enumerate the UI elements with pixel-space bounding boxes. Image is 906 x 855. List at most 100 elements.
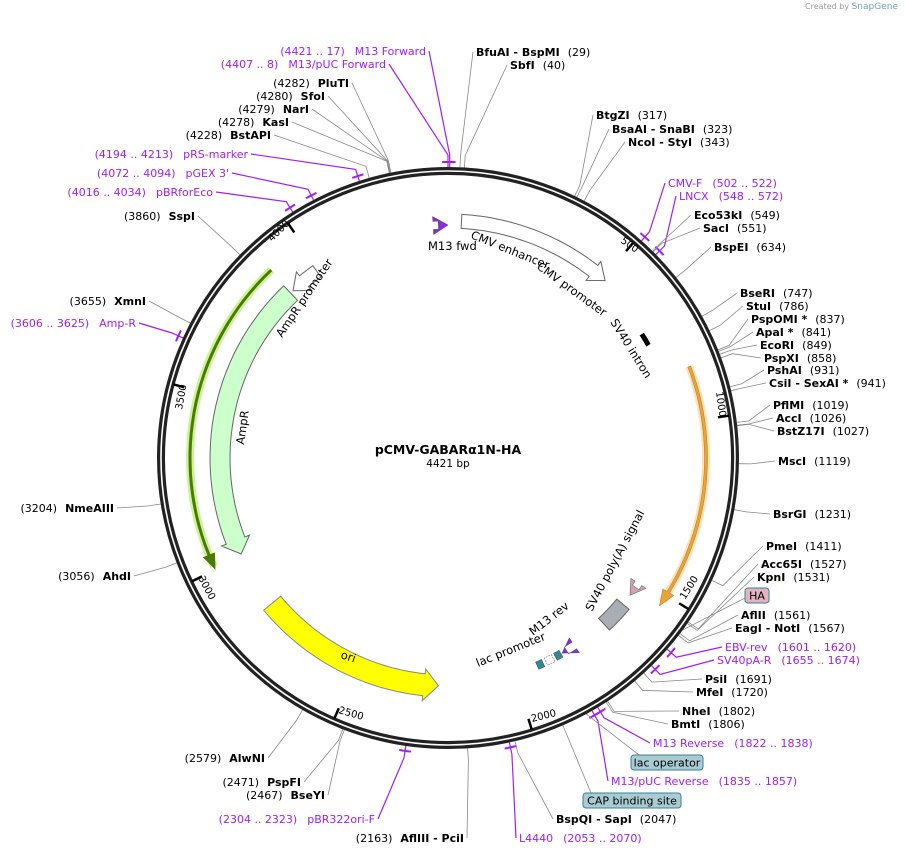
- enzyme-site-label[interactable]: BtgZI (317): [596, 109, 667, 122]
- enzyme-site-label[interactable]: AflII (1561): [741, 609, 810, 622]
- enzyme-site-label[interactable]: PspOMI * (837): [751, 313, 845, 326]
- site-connector: [605, 701, 669, 725]
- enzyme-site-label[interactable]: (3204) NmeAIII: [21, 502, 115, 515]
- enzyme-site-label[interactable]: EagI - NotI (1567): [735, 622, 845, 635]
- enzyme-site-label[interactable]: ApaI * (841): [756, 326, 831, 339]
- feature-tag[interactable]: HA: [744, 587, 770, 604]
- primer-label[interactable]: (4016 .. 4034) pBRforEco: [67, 186, 213, 199]
- feature-tag[interactable]: CAP binding site: [582, 792, 682, 809]
- primer-binding-mark: [666, 647, 676, 658]
- primer-label[interactable]: EBV-rev (1601 .. 1620): [725, 641, 856, 654]
- label-position: (3655): [70, 295, 107, 308]
- enzyme-site-label[interactable]: (2467) BseYI: [246, 789, 325, 802]
- enzyme-site-label[interactable]: BspEI (634): [714, 241, 786, 254]
- enzyme-site-label[interactable]: BfuAI - BspMI (29): [476, 46, 590, 59]
- feature-label-m13-fwd[interactable]: M13 fwd: [428, 239, 477, 253]
- enzyme-site-label[interactable]: PflMI (1019): [773, 399, 849, 412]
- feature-label-sv40-polya[interactable]: SV40 poly(A) signal: [582, 508, 647, 614]
- enzyme-site-label[interactable]: PshAI (931): [767, 364, 839, 377]
- enzyme-site-label[interactable]: NcoI - StyI (343): [628, 136, 730, 149]
- primer-label[interactable]: (4421 .. 17) M13 Forward: [280, 45, 426, 58]
- ampr-arrow[interactable]: [209, 285, 299, 555]
- enzyme-site-label[interactable]: BstZ17I (1027): [777, 425, 869, 438]
- enzyme-site-label[interactable]: Eco53kI (549): [694, 209, 780, 222]
- label-name: L4440: [519, 832, 553, 845]
- sv40-intron-feature[interactable]: [639, 332, 651, 347]
- enzyme-site-label[interactable]: Acc65I (1527): [761, 558, 847, 571]
- cap-binding-feature[interactable]: [535, 659, 546, 670]
- lac-operator-feature[interactable]: [553, 649, 564, 661]
- primer-connector: [597, 707, 651, 744]
- enzyme-site-label[interactable]: (3655) XmnI: [70, 295, 146, 308]
- m13-fwd-feature[interactable]: [432, 216, 449, 235]
- site-connector: [327, 95, 391, 173]
- enzyme-site-label[interactable]: (2163) AflIII - PciI: [356, 832, 464, 845]
- enzyme-site-label[interactable]: (4280) SfoI: [256, 90, 325, 103]
- enzyme-site-label[interactable]: PmeI (1411): [766, 540, 842, 553]
- primer-label[interactable]: M13/pUC Reverse (1835 .. 1857): [611, 775, 797, 788]
- enzyme-site-label[interactable]: (4279) NarI: [238, 103, 309, 116]
- enzyme-site-label[interactable]: MscI (1119): [778, 455, 851, 468]
- ha-feature[interactable]: [629, 577, 647, 596]
- enzyme-site-label[interactable]: StuI (786): [746, 300, 809, 313]
- insert-arrow[interactable]: [659, 365, 708, 607]
- enzyme-site-label[interactable]: (4228) BstAPI: [186, 129, 271, 142]
- enzyme-site-label[interactable]: (2579) AlwNI: [185, 752, 265, 765]
- primer-connector: [655, 195, 677, 255]
- enzyme-site-label[interactable]: (2471) PspFI: [223, 776, 301, 789]
- m13-rev-feature[interactable]: [561, 637, 580, 655]
- label-position: (4421 .. 17): [280, 45, 345, 58]
- enzyme-site-label[interactable]: BsaAI - SnaBI (323): [612, 123, 732, 136]
- sv40-polya-feature[interactable]: [597, 598, 630, 631]
- primer-label[interactable]: (4407 .. 8) M13/pUC Forward: [221, 58, 386, 71]
- label-position: (1411): [805, 540, 842, 553]
- enzyme-site-label[interactable]: EcoRI (849): [760, 339, 832, 352]
- enzyme-site-label[interactable]: (4282) PluTI: [273, 77, 349, 90]
- ori-arrow[interactable]: [262, 595, 440, 702]
- label-position: (1567): [808, 622, 845, 635]
- site-connector: [688, 563, 759, 630]
- label-position: (4279): [238, 103, 275, 116]
- label-position: (931): [810, 364, 840, 377]
- feature-label-ampr[interactable]: AmpR: [233, 409, 252, 445]
- lac-promoter-feature[interactable]: [543, 654, 556, 666]
- primer-label[interactable]: (2304 .. 2323) pBR322ori-F: [219, 813, 375, 826]
- enzyme-site-label[interactable]: (4278) KasI: [218, 116, 289, 129]
- label-position: (502 .. 522): [712, 177, 777, 190]
- site-connector: [730, 369, 765, 388]
- primer-label[interactable]: (4072 .. 4094) pGEX 3': [97, 167, 229, 180]
- enzyme-site-label[interactable]: (3056) AhdI: [58, 570, 131, 583]
- enzyme-site-label[interactable]: BmtI (1806): [671, 718, 745, 731]
- primer-label[interactable]: M13 Reverse (1822 .. 1838): [653, 737, 813, 750]
- primer-label[interactable]: (3606 .. 3625) Amp-R: [11, 317, 137, 330]
- enzyme-site-label[interactable]: PspXI (858): [764, 352, 836, 365]
- feature-tag[interactable]: lac operator: [630, 754, 704, 771]
- label-position: (1720): [731, 686, 768, 699]
- enzyme-site-label[interactable]: NheI (1802): [682, 705, 755, 718]
- enzyme-site-label[interactable]: BseRI (747): [740, 287, 813, 300]
- primer-label[interactable]: LNCX (548 .. 572): [679, 190, 783, 203]
- feature-label-sv40-intron[interactable]: SV40 intron: [607, 316, 655, 380]
- primer-label[interactable]: (4194 .. 4213) pRS-marker: [95, 148, 249, 161]
- enzyme-site-label[interactable]: CsiI - SexAI * (941): [769, 377, 886, 390]
- primer-connector: [641, 182, 666, 242]
- primer-binding-mark: [175, 329, 182, 342]
- cmv-arrow[interactable]: [460, 213, 606, 282]
- primer-label[interactable]: L4440 (2053 .. 2070): [519, 832, 642, 845]
- enzyme-site-label[interactable]: AccI (1026): [776, 412, 846, 425]
- feature-tag-label: CAP binding site: [587, 795, 677, 808]
- enzyme-site-label[interactable]: SacI (551): [703, 222, 767, 235]
- enzyme-site-label[interactable]: SbfI (40): [510, 59, 565, 72]
- site-connector: [738, 460, 776, 465]
- enzyme-site-label[interactable]: MfeI (1720): [696, 686, 768, 699]
- feature-label-ori[interactable]: ori: [339, 648, 358, 666]
- primer-label[interactable]: SV40pA-R (1655 .. 1674): [717, 654, 860, 667]
- enzyme-site-label[interactable]: BsrGI (1231): [773, 508, 851, 521]
- enzyme-site-label[interactable]: BspQI - SapI (2047): [556, 813, 676, 826]
- primer-label[interactable]: CMV-F (502 .. 522): [668, 177, 777, 190]
- enzyme-site-label[interactable]: PsiI (1691): [705, 673, 772, 686]
- ampr-promoter-arrow[interactable]: [292, 265, 322, 292]
- enzyme-site-label[interactable]: (3860) SspI: [124, 210, 195, 223]
- enzyme-site-label[interactable]: KpnI (1531): [757, 571, 830, 584]
